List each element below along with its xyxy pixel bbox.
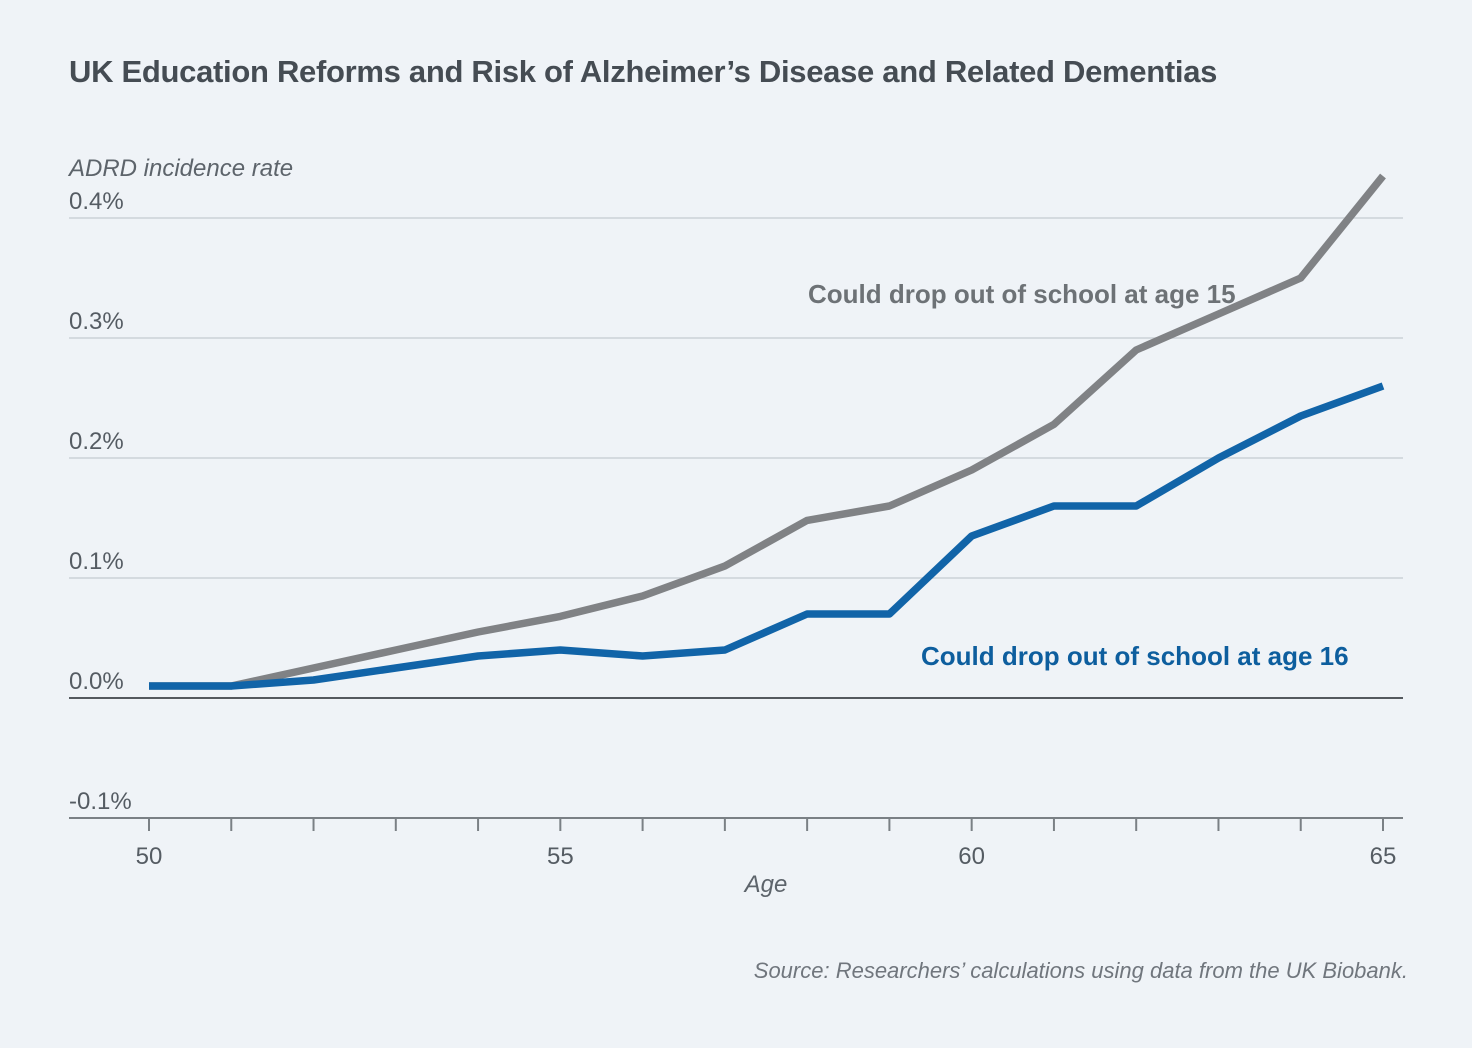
source-note: Source: Researchers’ calculations using …	[753, 958, 1408, 983]
series-label-age-15: Could drop out of school at age 15	[808, 279, 1236, 309]
y-tick-label: 0.4%	[69, 188, 124, 215]
y-tick-label: 0.0%	[69, 668, 124, 695]
y-tick-label: -0.1%	[69, 788, 132, 815]
y-tick-label: 0.3%	[69, 308, 124, 335]
x-tick-label: 60	[958, 843, 986, 870]
series-line-age-15	[149, 173, 1386, 690]
y-tick-label: 0.2%	[69, 428, 124, 455]
y-axis-note: ADRD incidence rate	[69, 155, 294, 182]
x-tick-label: 55	[546, 843, 574, 870]
series-label-age-16: Could drop out of school at age 16	[921, 641, 1349, 671]
x-axis-title: Age	[744, 871, 788, 898]
x-tick-label: 65	[1369, 843, 1397, 870]
y-tick-label: 0.1%	[69, 548, 124, 575]
chart-title: UK Education Reforms and Risk of Alzheim…	[69, 54, 1218, 89]
x-tick-label: 50	[135, 843, 163, 870]
series-line-age-16	[149, 382, 1385, 690]
